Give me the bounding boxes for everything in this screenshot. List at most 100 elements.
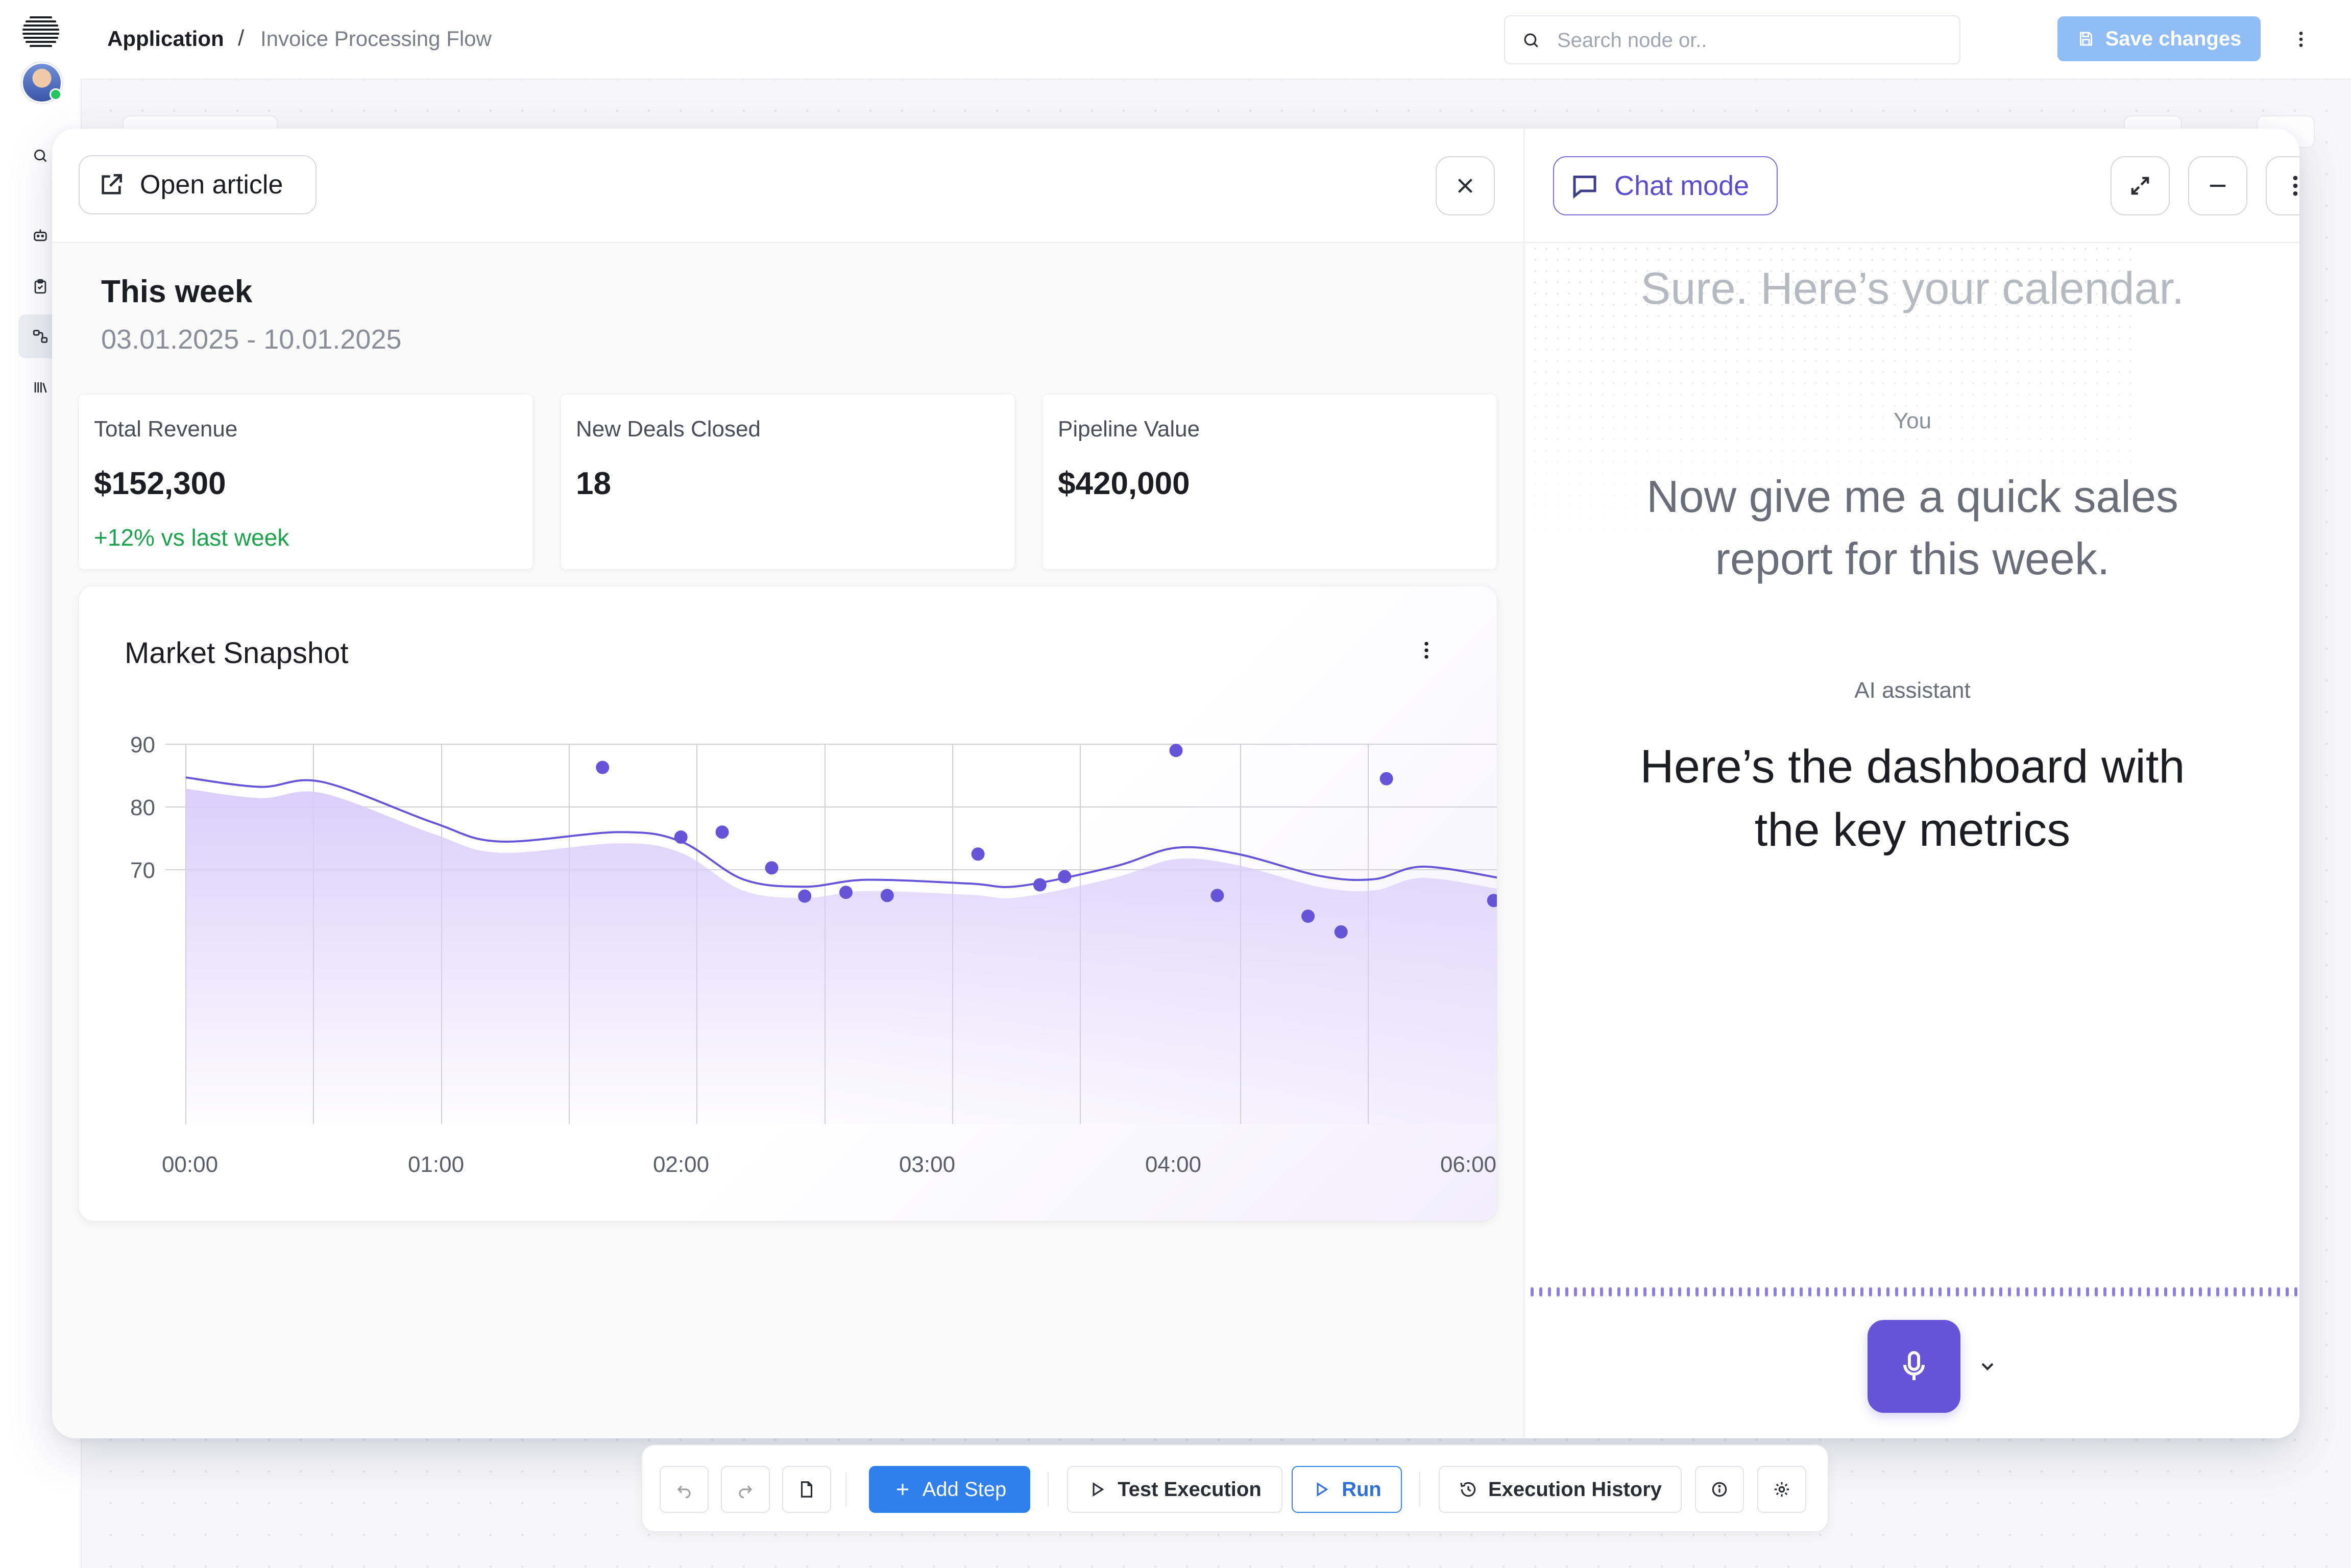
plus-icon [896,1483,908,1496]
save-changes-button[interactable]: Save changes [2057,16,2261,61]
waveform-bar [1808,1287,1811,1296]
play-icon [1093,1482,1104,1497]
waveform-bar [1704,1287,1707,1296]
message-line: report for this week. [1715,533,2110,584]
minus-icon [2210,184,2226,187]
chart-menu-icon[interactable] [1411,635,1442,666]
toolbar-divider [1419,1472,1420,1507]
message-line: the key metrics [1754,804,2071,856]
x-tick-label: 03:00 [899,1152,955,1177]
kebab-icon [2293,176,2298,196]
x-tick-label: 01:00 [408,1152,464,1177]
waveform-bar [1800,1287,1803,1296]
close-button[interactable] [1436,156,1495,215]
waveform-bar [2286,1287,2289,1296]
waveform-bar [1635,1287,1638,1296]
info-button[interactable] [1695,1466,1744,1513]
undo-icon [677,1485,691,1499]
waveform-bar [1991,1287,1994,1296]
chevron-down-icon[interactable] [1974,1353,2001,1380]
data-point [1301,910,1315,923]
redo-button[interactable] [721,1466,770,1513]
avatar[interactable] [21,62,62,103]
play-icon [1317,1482,1328,1497]
undo-button[interactable] [660,1466,709,1513]
minimize-button[interactable] [2188,156,2247,215]
chart-title: Market Snapshot [125,636,349,670]
library-icon[interactable] [27,374,54,401]
breadcrumb-app[interactable]: Application [107,27,224,51]
run-button[interactable]: Run [1292,1466,1402,1513]
kpi-label: Pipeline Value [1058,416,1200,442]
close-icon [1458,179,1472,193]
search-input[interactable] [1556,26,1946,55]
waveform-bar [1886,1287,1889,1296]
waveform-bar [2182,1287,2185,1296]
waveform-bar [1669,1287,1673,1296]
x-tick-label: 02:00 [653,1152,709,1177]
waveform-bar [1539,1287,1542,1296]
kpi-label: Total Revenue [94,416,238,442]
test-execution-button[interactable]: Test Execution [1067,1466,1282,1513]
waveform-bar [1860,1287,1863,1296]
waveform-bar [1843,1287,1846,1296]
clipboard-icon[interactable] [27,273,54,300]
waveform-bar [1583,1287,1586,1296]
test-execution-label: Test Execution [1118,1478,1262,1501]
chat-menu-button[interactable] [2266,156,2299,215]
microphone-icon [1903,1351,1925,1380]
waveform-bar [1921,1287,1924,1296]
data-point [971,847,985,861]
file-button[interactable] [782,1466,831,1513]
data-point [1058,870,1072,884]
settings-button[interactable] [1757,1466,1806,1513]
kpi-delta: +12% vs last week [94,524,289,551]
waveform-bar [2208,1287,2211,1296]
waveform-bar [1609,1287,1612,1296]
waveform-bar [2242,1287,2245,1296]
area-fill [186,789,1497,1124]
add-step-button[interactable]: Add Step [869,1466,1030,1513]
waveform-bar [1617,1287,1620,1296]
waveform-bar [1826,1287,1829,1296]
execution-history-button[interactable]: Execution History [1439,1466,1682,1513]
waveform-bar [1817,1287,1820,1296]
search-icon[interactable] [27,142,54,169]
search-box[interactable] [1504,15,1960,64]
series-line [185,776,1497,888]
chat-mode-button[interactable]: Chat mode [1553,156,1778,215]
data-point [1487,894,1497,908]
bot-icon[interactable] [27,222,54,249]
voice-waveform [1531,1287,2297,1296]
waveform-bar [1869,1287,1872,1296]
waveform-bar [2260,1287,2263,1296]
redo-icon [739,1485,753,1499]
waveform-bar [1904,1287,1907,1296]
file-icon [801,1481,813,1498]
kpi-value: 18 [576,466,611,501]
waveform-bar [1999,1287,2002,1296]
microphone-button[interactable] [1868,1320,1960,1413]
history-icon [1460,1482,1476,1497]
expand-button[interactable] [2111,156,2170,215]
data-point [798,889,812,903]
more-menu-icon[interactable] [2287,26,2315,53]
chat-message-user: Now give me a quick sales report for thi… [1555,465,2270,590]
waveform-bar [1956,1287,1959,1296]
waveform-bar [2103,1287,2106,1296]
y-tick-label: 80 [130,795,155,820]
waveform-bar [1687,1287,1690,1296]
open-article-button[interactable]: Open article [79,155,317,214]
week-range: 03.01.2025 - 10.01.2025 [101,324,402,355]
execution-history-label: Execution History [1488,1478,1662,1501]
x-tick-label: 04:00 [1145,1152,1201,1177]
app-logo[interactable] [20,12,61,53]
week-title: This week [101,274,253,309]
waveform-bar [1661,1287,1664,1296]
data-point [1210,889,1224,902]
waveform-bar [1739,1287,1742,1296]
chat-message-assistant: Here’s the dashboard with the key metric… [1555,735,2270,862]
waveform-bar [1965,1287,1968,1296]
waveform-bar [1591,1287,1594,1296]
waveform-bar [1973,1287,1976,1296]
